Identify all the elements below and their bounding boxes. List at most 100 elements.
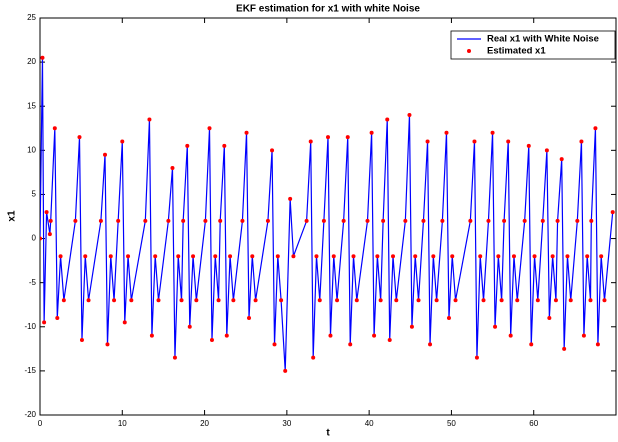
data-point (247, 315, 252, 320)
data-point (532, 254, 537, 259)
data-point (317, 298, 322, 303)
y-tick-label: 10 (27, 145, 36, 154)
data-point (486, 218, 491, 223)
chart-title: EKF estimation for x1 with white Noise (236, 4, 420, 15)
legend-swatch (467, 49, 471, 53)
data-point (535, 298, 540, 303)
data-point (283, 368, 288, 373)
data-point (77, 135, 82, 140)
y-tick-label: 25 (27, 13, 36, 22)
data-point (147, 117, 152, 122)
data-point (55, 315, 60, 320)
data-point (599, 254, 604, 259)
plot-group (40, 55, 615, 373)
data-point (179, 298, 184, 303)
data-point (304, 218, 309, 223)
data-point (446, 315, 451, 320)
data-point (372, 333, 377, 338)
data-point (468, 218, 473, 223)
data-point (581, 333, 586, 338)
data-point (526, 143, 531, 148)
data-point (493, 324, 498, 329)
data-point (40, 55, 45, 60)
data-point (98, 218, 103, 223)
data-point (207, 126, 212, 131)
data-point (413, 254, 418, 259)
data-point (553, 298, 558, 303)
data-point (181, 218, 186, 223)
x-tick-label: 40 (365, 419, 374, 428)
data-point (472, 139, 477, 144)
data-point (191, 254, 196, 259)
y-tick-label: -15 (24, 366, 36, 375)
data-point (244, 130, 249, 135)
data-point (348, 342, 353, 347)
data-point (108, 254, 113, 259)
x-tick-label: 0 (38, 419, 43, 428)
data-point (40, 236, 42, 241)
x-tick-label: 30 (282, 419, 291, 428)
data-point (369, 130, 374, 135)
data-point (253, 298, 258, 303)
data-point (213, 254, 218, 259)
data-point (506, 139, 511, 144)
data-point (47, 232, 52, 237)
data-point (170, 165, 175, 170)
data-point (105, 342, 110, 347)
data-point (378, 298, 383, 303)
data-point (328, 333, 333, 338)
data-point (231, 298, 236, 303)
data-point (103, 152, 108, 157)
data-point (120, 139, 125, 144)
data-point (547, 315, 552, 320)
y-tick-label: 5 (32, 190, 37, 199)
data-point (73, 218, 78, 223)
data-point (122, 320, 127, 325)
data-point (588, 298, 593, 303)
data-point (176, 254, 181, 259)
data-point (529, 342, 534, 347)
data-point (222, 143, 227, 148)
data-point (272, 342, 277, 347)
legend-box (450, 30, 616, 60)
data-point (589, 218, 594, 223)
data-point (515, 298, 520, 303)
data-point (314, 254, 319, 259)
data-point (341, 218, 346, 223)
data-point (474, 355, 479, 360)
data-point (375, 254, 380, 259)
y-tick-label: 15 (27, 101, 36, 110)
data-point (385, 117, 390, 122)
data-point (490, 130, 495, 135)
data-point (565, 254, 570, 259)
y-axis-label: x1 (7, 210, 18, 222)
data-point (425, 139, 430, 144)
data-point (544, 148, 549, 153)
data-point (450, 254, 455, 259)
data-point (502, 218, 507, 223)
data-point (540, 218, 545, 223)
data-point (431, 254, 436, 259)
x-tick-label: 60 (529, 419, 538, 428)
data-point (381, 218, 386, 223)
plot-area (39, 17, 617, 416)
data-point (270, 148, 275, 153)
data-point (593, 126, 598, 131)
data-point (44, 210, 49, 215)
data-point (496, 254, 501, 259)
data-point (499, 298, 504, 303)
data-point (610, 210, 615, 215)
data-point (481, 298, 486, 303)
data-point (149, 333, 154, 338)
data-point (351, 254, 356, 259)
data-point (416, 298, 421, 303)
data-point (335, 298, 340, 303)
data-point (595, 342, 600, 347)
data-point (156, 298, 161, 303)
y-tick-label: -10 (24, 322, 36, 331)
data-point (143, 218, 148, 223)
legend-label: Estimated x1 (487, 46, 546, 57)
data-point (203, 218, 208, 223)
y-tick-label: -5 (29, 278, 37, 287)
